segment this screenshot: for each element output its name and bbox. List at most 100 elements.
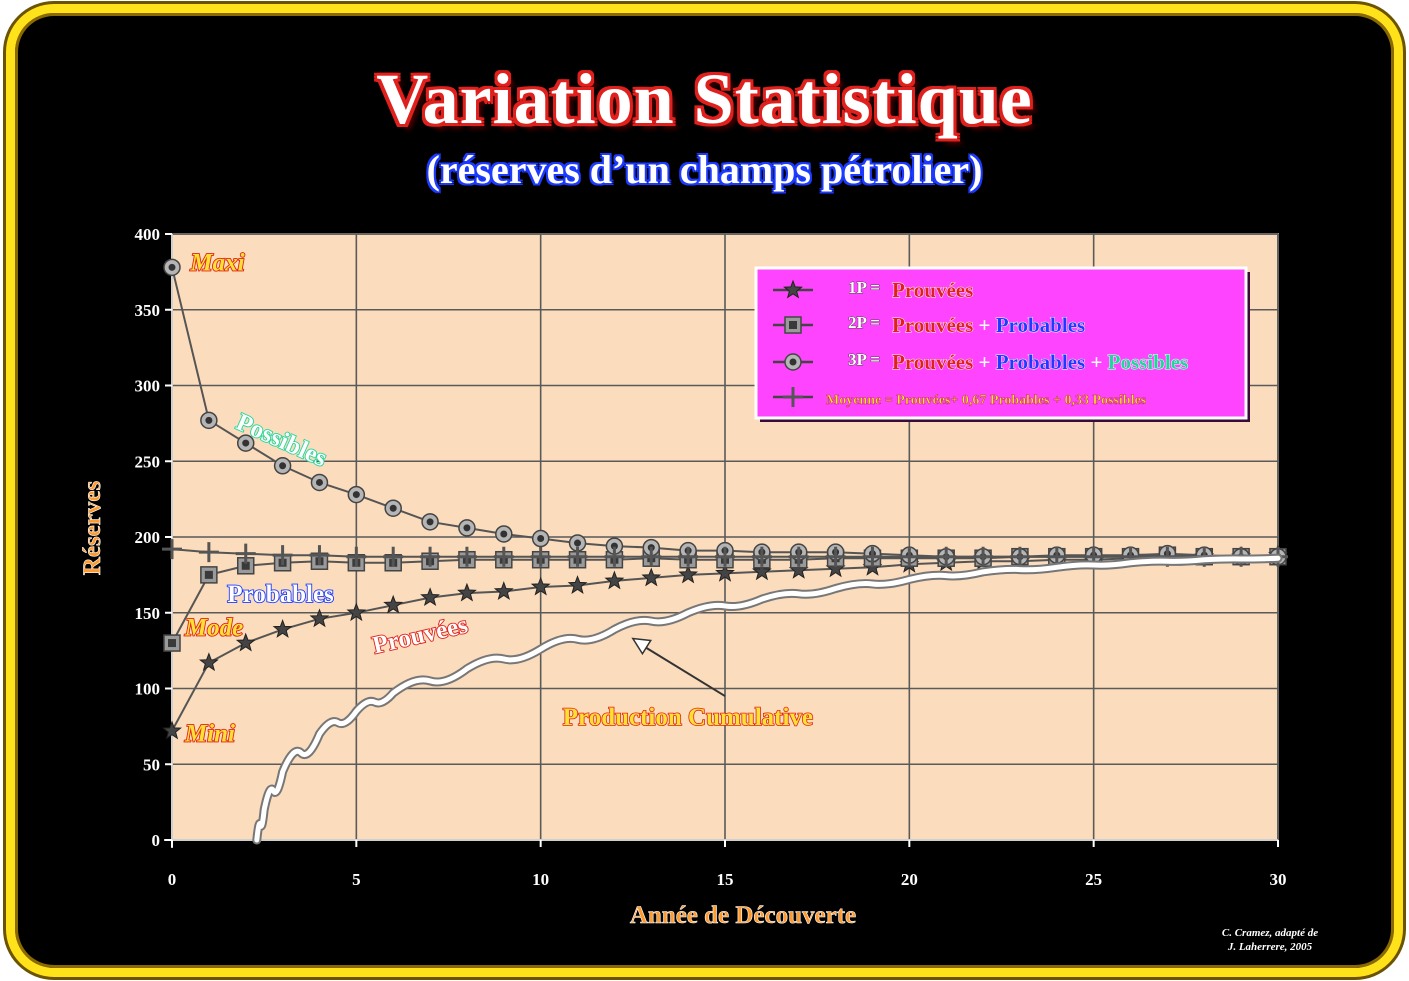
data-point [530, 546, 551, 567]
marker-inner [426, 518, 434, 526]
legend-label-part: Probables [996, 350, 1085, 374]
page-title: Variation Statistique [376, 59, 1033, 139]
data-point [421, 513, 439, 531]
data-point [531, 529, 550, 548]
data-point [383, 594, 404, 614]
marker-inner [789, 358, 797, 366]
data-point [310, 473, 329, 492]
legend-entry: 2P = Prouvées + Probables [773, 313, 1086, 337]
data-point [493, 581, 514, 600]
data-point [458, 519, 476, 537]
data-point [163, 634, 181, 652]
data-point [309, 545, 330, 566]
data-point [604, 570, 625, 590]
x-tick-label: 25 [1085, 870, 1102, 889]
legend-label: Prouvées [892, 278, 973, 302]
marker-cross [456, 546, 477, 567]
marker-cross [235, 543, 256, 564]
legend-label-part: Possibles [1108, 350, 1189, 374]
data-point [384, 499, 402, 517]
data-point [200, 411, 218, 430]
data-point [235, 543, 256, 564]
credit-line-2: J. Laherrere, 2005 [1227, 941, 1313, 953]
legend-label-part: + [973, 313, 995, 337]
legend-label-part: Probables [996, 313, 1085, 337]
data-point [567, 546, 588, 567]
legend-label-part: Prouvées [892, 278, 973, 302]
data-point [825, 546, 846, 567]
data-point [420, 587, 440, 607]
data-point [346, 546, 367, 567]
arrow-shaft [640, 643, 726, 697]
marker-cross [530, 546, 551, 567]
data-point [198, 652, 219, 672]
marker-cross [604, 546, 625, 567]
data-point [272, 545, 293, 566]
data-point [162, 720, 182, 740]
y-tick-label: 200 [135, 528, 161, 547]
data-point [495, 525, 513, 543]
x-tick-label: 30 [1270, 870, 1287, 889]
marker-cross [1009, 546, 1030, 567]
annotation-probables: Probables [227, 581, 334, 608]
data-point [641, 567, 662, 587]
marker-cross [567, 546, 588, 567]
data-point [567, 575, 588, 594]
legend-label-part: + [1085, 350, 1107, 374]
legend-label-part: Prouvées [892, 313, 973, 337]
credit-line-1: C. Cramez, adapté de [1221, 927, 1319, 939]
data-point [420, 546, 441, 567]
marker-cross [973, 546, 994, 567]
data-point [456, 546, 477, 567]
data-point [198, 542, 219, 563]
data-point [678, 564, 699, 584]
data-point [715, 546, 735, 567]
marker-cross [936, 546, 957, 567]
marker-inner [574, 539, 582, 547]
legend-label-part: Prouvées [892, 350, 973, 374]
x-axis-label: Année de Découverte [630, 902, 856, 929]
x-tick-label: 20 [901, 870, 918, 889]
data-point [273, 457, 292, 475]
x-tick-label: 0 [168, 870, 177, 889]
legend-marker [783, 279, 803, 299]
series-moyenne [162, 539, 1288, 567]
data-point [641, 546, 662, 567]
marker-cross [783, 387, 803, 407]
data-point [936, 546, 957, 567]
legend-label-part: Moyenne = Prouvées+ 0,67 Probables + 0,3… [826, 393, 1147, 408]
legend-entry: Moyenne = Prouvées+ 0,67 Probables + 0,3… [773, 387, 1147, 408]
marker-inner [315, 478, 323, 486]
marker-cross [162, 539, 182, 560]
data-point [973, 546, 994, 567]
marker-inner [352, 491, 360, 499]
data-point [162, 539, 182, 560]
marker-inner [168, 263, 176, 271]
data-point [236, 434, 255, 452]
marker-cross [751, 546, 772, 567]
marker-inner [241, 561, 250, 570]
legend-marker [784, 316, 802, 334]
marker-inner [610, 542, 618, 550]
annotation-production-cumulative: Production Cumulative [563, 704, 813, 731]
x-tick-label: 15 [717, 870, 734, 889]
legend-entry: 1P = Prouvées [773, 278, 974, 302]
legend-marker [783, 387, 803, 407]
series-layer [162, 258, 1288, 845]
axes: 0 50 100 150 200 250 300 350 400 0 5 10 15 20 25 30 [135, 225, 1287, 889]
legend-marker [784, 353, 802, 371]
data-point [715, 562, 735, 582]
y-axis-label: Réserves [79, 481, 106, 576]
production-line [254, 555, 1281, 843]
data-point [235, 632, 256, 652]
annotation-mode: Mode [184, 614, 243, 641]
marker-inner [279, 462, 287, 470]
y-tick-label: 100 [135, 680, 161, 699]
data-point [272, 618, 293, 638]
data-point [200, 566, 218, 584]
marker-inner [463, 524, 471, 532]
marker-cross [346, 546, 367, 567]
data-point [457, 582, 477, 602]
